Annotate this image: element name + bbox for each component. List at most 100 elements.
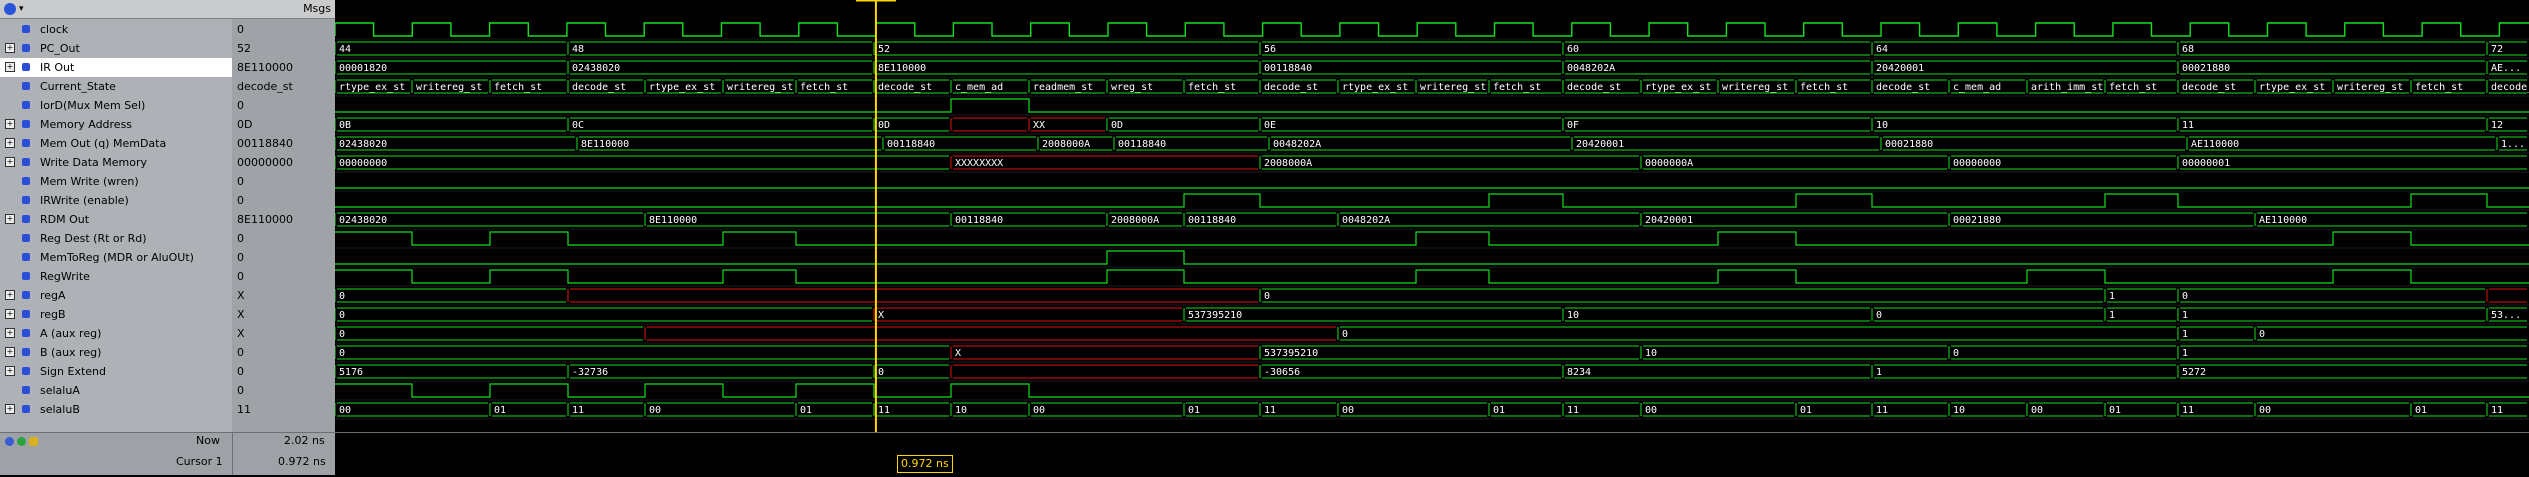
expand-icon[interactable]: + [5, 366, 15, 376]
signal-name: selaluB [40, 403, 80, 416]
bus-value-label: 00 [1033, 405, 1045, 416]
signal-row-memtoreg-mdr-or-aluout[interactable]: MemToReg (MDR or AluOUt) [0, 248, 232, 267]
bus-value-label: 02438020 [572, 63, 620, 74]
bus-signal-icon [22, 120, 30, 128]
signal-value-memtoreg-mdr-or-aluout: 0 [232, 248, 335, 267]
bus-value-label: fetch_st [800, 82, 848, 93]
signal-name: clock [40, 23, 69, 36]
zoom-out-icon[interactable] [17, 437, 26, 446]
bus-value-label: 11 [878, 405, 890, 416]
signal-value: 52 [237, 42, 251, 55]
zoom-in-icon[interactable] [5, 437, 14, 446]
expand-icon[interactable]: + [5, 214, 15, 224]
bus-value-label: writereg_st [727, 82, 793, 93]
expand-icon[interactable]: + [5, 43, 15, 53]
cursor-value: 0.972 ns [278, 455, 326, 468]
signal-row-iord-mux-mem-sel[interactable]: IorD(Mux Mem Sel) [0, 96, 232, 115]
signal-value-current-state: decode_st [232, 77, 335, 96]
signal-row-regb[interactable]: + regB [0, 305, 232, 324]
bus-value-label: AE110000 [2191, 139, 2239, 150]
signal-value-b-aux-reg: 0 [232, 343, 335, 362]
signal-row-memory-address[interactable]: + Memory Address [0, 115, 232, 134]
lock-icon[interactable] [29, 437, 38, 446]
clock-wave [334, 22, 2529, 37]
bus-value-label: 01 [800, 405, 812, 416]
time-ruler[interactable] [335, 433, 2529, 453]
bus-value-label: 2008000A [1042, 139, 1090, 150]
bus-value-label: 0 [1342, 329, 1348, 340]
cursor-time-marker[interactable]: 0.972 ns [897, 455, 953, 473]
expand-icon[interactable]: + [5, 347, 15, 357]
bus-value-label: 00 [1342, 405, 1354, 416]
signal-value: 0 [237, 232, 244, 245]
bit-signal-icon [22, 101, 30, 109]
chevron-down-icon[interactable]: ▾ [19, 4, 24, 14]
bus-value-label: 00118840 [1188, 215, 1236, 226]
cursor-ruler[interactable] [335, 453, 2529, 475]
bus-value-label: rtype_ex_st [1342, 82, 1408, 93]
bus-value-label: 5272 [2182, 367, 2206, 378]
bus-value-label: 20420001 [1876, 63, 1924, 74]
bus-value-label: 11 [572, 405, 584, 416]
bus-value-label: 0 [2182, 291, 2188, 302]
signal-row-rdm-out[interactable]: + RDM Out [0, 210, 232, 229]
bus-value-label: 0 [339, 348, 345, 359]
bus-value-label: 0000000A [1645, 158, 1693, 169]
expand-icon[interactable]: + [5, 328, 15, 338]
bus-value-label: 8E110000 [878, 63, 926, 74]
waveform-panel[interactable]: 44 48 52 56 60 64 68 72 00001820 02438020 8E110000… [334, 0, 2529, 474]
bus-value-label: 01 [2415, 405, 2427, 416]
bus-value-label: 0 [878, 367, 884, 378]
signal-row-current-state[interactable]: Current_State [0, 77, 232, 96]
signal-row-rega[interactable]: + regA [0, 286, 232, 305]
bus-value-label: 1 [2109, 310, 2115, 321]
bit-signal-icon [22, 272, 30, 280]
wave-menu-icon[interactable] [4, 3, 16, 15]
expand-icon[interactable]: + [5, 157, 15, 167]
expand-icon[interactable]: + [5, 62, 15, 72]
signal-row-clock[interactable]: clock [0, 20, 232, 39]
signal-value: 8E110000 [237, 61, 293, 74]
bus-value-label: 52 [878, 44, 890, 55]
signal-row-write-data-memory[interactable]: + Write Data Memory [0, 153, 232, 172]
bus-value-label: AE110000 [2259, 215, 2307, 226]
expand-icon[interactable]: + [5, 119, 15, 129]
signal-value: 0 [237, 23, 244, 36]
cursor-label[interactable]: Cursor 1 [176, 455, 223, 468]
waveform-canvas[interactable]: 44 48 52 56 60 64 68 72 00001820 02438020 8E110000… [334, 0, 2529, 474]
signal-row-selalub[interactable]: + selaluB [0, 400, 232, 419]
bus-value-label: 0 [339, 291, 345, 302]
signal-row-irwrite-enable[interactable]: IRWrite (enable) [0, 191, 232, 210]
signal-row-reg-dest-rt-or-rd[interactable]: Reg Dest (Rt or Rd) [0, 229, 232, 248]
signal-value-clock: 0 [232, 20, 335, 39]
signal-row-regwrite[interactable]: RegWrite [0, 267, 232, 286]
bus-value-label: 01 [494, 405, 506, 416]
signal-row-a-aux-reg[interactable]: + A (aux reg) [0, 324, 232, 343]
expand-icon[interactable]: + [5, 138, 15, 148]
signal-row-mem-out-q-memdata[interactable]: + Mem Out (q) MemData [0, 134, 232, 153]
bus-value-label: 01 [1188, 405, 1200, 416]
bus-value-label: 02438020 [339, 215, 387, 226]
signal-row-mem-write-wren[interactable]: Mem Write (wren) [0, 172, 232, 191]
signal-row-sign-extend[interactable]: + Sign Extend [0, 362, 232, 381]
bus-value-label: 0F [1567, 120, 1579, 131]
signal-value-mem-out-q-memdata: 00118840 [232, 134, 335, 153]
signal-row-selalua[interactable]: selaluA [0, 381, 232, 400]
expand-icon[interactable]: + [5, 290, 15, 300]
signal-value-selalub: 11 [232, 400, 335, 419]
signal-value-rega: X [232, 286, 335, 305]
signal-value-iord-mux-mem-sel: 0 [232, 96, 335, 115]
signal-row-b-aux-reg[interactable]: + B (aux reg) [0, 343, 232, 362]
signal-name: regA [40, 289, 66, 302]
expand-icon[interactable]: + [5, 404, 15, 414]
bus-value-label: 00021880 [1953, 215, 2001, 226]
bus-value-label: c_mem_ad [955, 82, 1003, 93]
expand-icon[interactable]: + [5, 309, 15, 319]
bit-signal-icon [22, 196, 30, 204]
signal-value-a-aux-reg: X [232, 324, 335, 343]
signal-row-ir-out[interactable]: + IR Out [0, 58, 232, 77]
bus-value-label: 01 [1493, 405, 1505, 416]
bus-value-label: 1 [2182, 329, 2188, 340]
bus-value-label: 1... [2501, 139, 2525, 150]
signal-row-pc-out[interactable]: + PC_Out [0, 39, 232, 58]
